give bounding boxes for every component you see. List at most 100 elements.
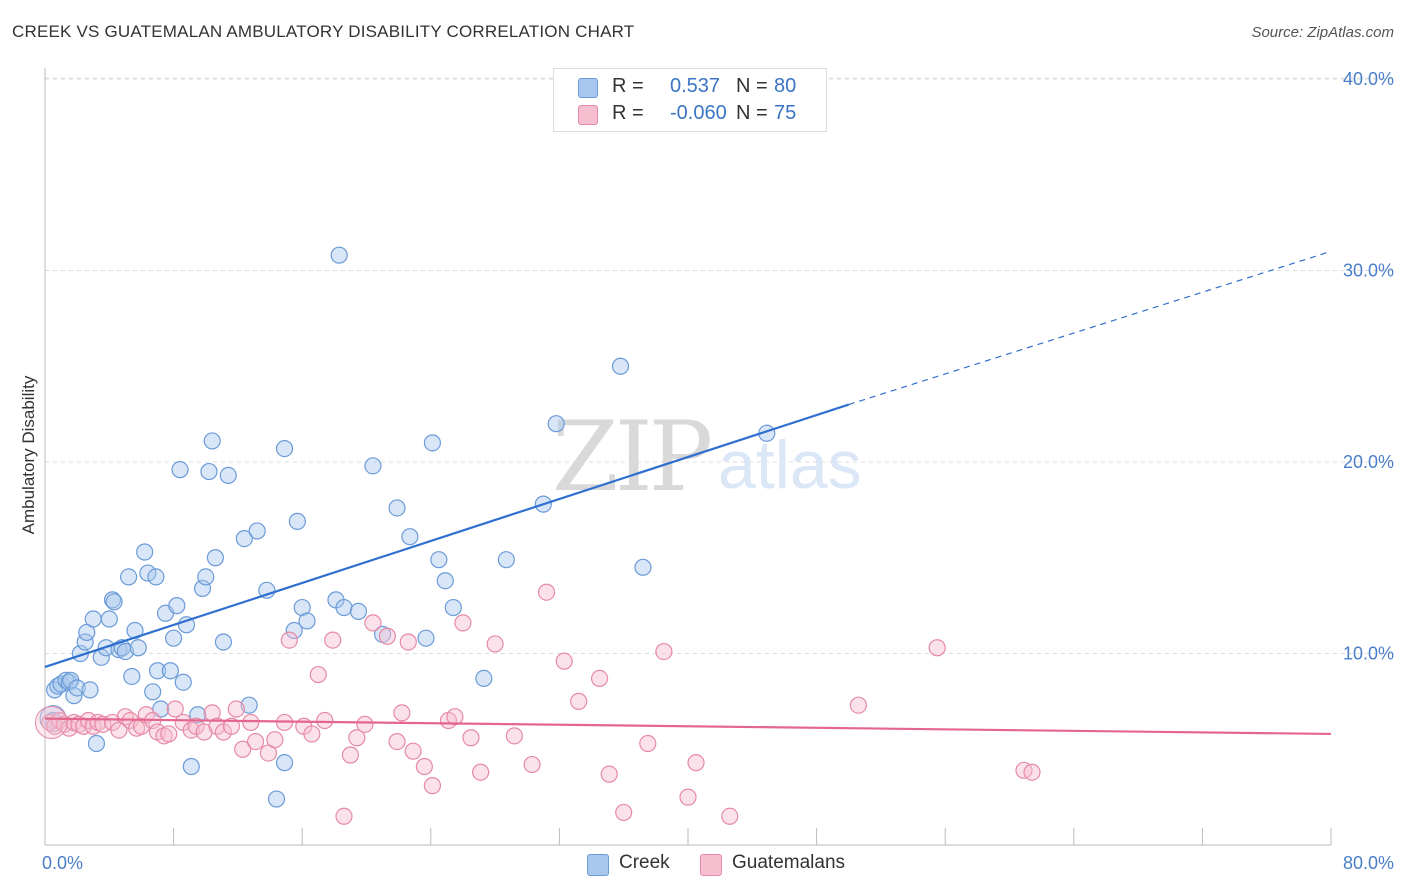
creek-point — [81, 681, 99, 699]
creek-point — [105, 593, 123, 611]
guatemalans-points — [34, 583, 1041, 825]
guatemalans-trend-line — [44, 717, 1332, 736]
creek-point — [206, 549, 224, 567]
creek-point — [214, 633, 233, 651]
guatemalans-point — [266, 731, 284, 749]
guatemalans-n-value: 75 — [774, 102, 797, 124]
creek-point — [161, 662, 179, 680]
creek-point — [298, 612, 316, 630]
guatemalans-point — [849, 696, 867, 714]
guatemalans-point — [679, 788, 697, 806]
source-label: Source: ZipAtlas.com — [1251, 24, 1394, 41]
creek-point — [174, 673, 192, 691]
creek-point — [349, 602, 368, 620]
creek-point — [417, 629, 435, 647]
guatemalans-point — [446, 708, 464, 726]
n-label: N = — [736, 75, 768, 97]
guatemalans-point — [393, 704, 411, 722]
guatemalans-point — [655, 642, 673, 661]
creek-legend-label: Creek — [619, 852, 670, 873]
creek-point — [240, 696, 258, 714]
guatemalans-point — [1023, 763, 1041, 781]
creek-point — [288, 512, 306, 530]
creek-trend-extension — [848, 250, 1332, 406]
guatemalans-point — [721, 807, 739, 825]
guatemalans-point — [234, 740, 252, 758]
guatemalans-point — [222, 717, 241, 735]
creek-r-value: 0.537 — [670, 75, 721, 97]
creek-point — [335, 598, 353, 617]
creek-point — [171, 461, 189, 479]
creek-point — [203, 432, 221, 450]
trend-lines — [44, 250, 1332, 736]
creek-point — [197, 568, 215, 586]
creek-point — [84, 610, 102, 628]
guatemalans-point — [364, 614, 382, 632]
guatemalans-point — [472, 763, 490, 781]
guatemalans-point — [615, 803, 633, 822]
guatemalans-point — [324, 631, 342, 649]
creek-point — [116, 642, 134, 661]
correlation-legend: R = 0.537 N = 80 R = -0.060 N = 75 — [553, 68, 827, 132]
guatemalans-point — [404, 742, 422, 760]
guatemalans-point — [570, 692, 588, 710]
guatemalans-point — [280, 631, 298, 649]
guatemalans-point — [166, 700, 184, 718]
guatemalans-point — [356, 715, 374, 733]
creek-point — [139, 564, 157, 582]
y-tick-label: 30.0% — [1343, 261, 1394, 281]
creek-point — [219, 466, 237, 485]
guatemalans-point — [335, 807, 353, 825]
n-label: N = — [736, 102, 768, 124]
guatemalans-point — [415, 757, 433, 776]
guatemalans-r-value: -0.060 — [670, 102, 727, 124]
creek-point — [444, 598, 462, 617]
guatemalans-point — [242, 713, 260, 732]
creek-point — [68, 679, 86, 697]
guatemalans-point — [303, 725, 321, 743]
guatemalans-point — [34, 705, 68, 739]
creek-point — [275, 754, 294, 772]
creek-point — [436, 572, 454, 590]
creek-point — [248, 522, 266, 540]
creek-point — [119, 568, 138, 586]
watermark-atlas: atlas — [718, 427, 862, 503]
guatemalans-point — [160, 725, 178, 743]
creek-point — [87, 734, 106, 753]
creek-point — [177, 616, 196, 634]
r-label: R = — [612, 75, 644, 97]
creek-point — [144, 683, 162, 701]
creek-point — [148, 662, 167, 680]
guatemalans-point — [486, 635, 504, 653]
creek-point — [401, 528, 419, 546]
creek-point — [547, 415, 565, 433]
guatemalans-point — [316, 711, 334, 730]
y-axis-label: Ambulatory Disability — [19, 375, 38, 534]
guatemalans-point — [399, 633, 417, 651]
x-tick-label: 80.0% — [1343, 853, 1394, 873]
creek-point — [275, 439, 294, 458]
guatemalans-point — [600, 765, 618, 783]
creek-point — [123, 667, 141, 686]
creek-point — [364, 457, 382, 475]
y-tick-label: 40.0% — [1343, 69, 1394, 89]
creek-point — [293, 598, 311, 617]
creek-point — [147, 568, 165, 586]
creek-trend-line — [44, 403, 850, 668]
tick-labels: 10.0% 20.0% 30.0% 40.0% 0.0% 80.0% — [42, 69, 1394, 873]
creek-point — [136, 543, 154, 561]
creek-point — [165, 629, 183, 647]
r-label: R = — [612, 102, 644, 124]
guatemalans-point — [928, 639, 946, 657]
creek-point — [267, 790, 286, 808]
watermark: ZIP atlas — [552, 401, 862, 513]
y-tick-label: 20.0% — [1343, 452, 1394, 472]
creek-point — [182, 757, 200, 776]
guatemalans-legend-swatch — [700, 854, 722, 876]
guatemalans-point — [309, 665, 327, 684]
creek-point — [430, 551, 448, 569]
creek-point — [634, 558, 652, 576]
creek-point — [285, 621, 303, 640]
creek-point — [611, 357, 630, 375]
